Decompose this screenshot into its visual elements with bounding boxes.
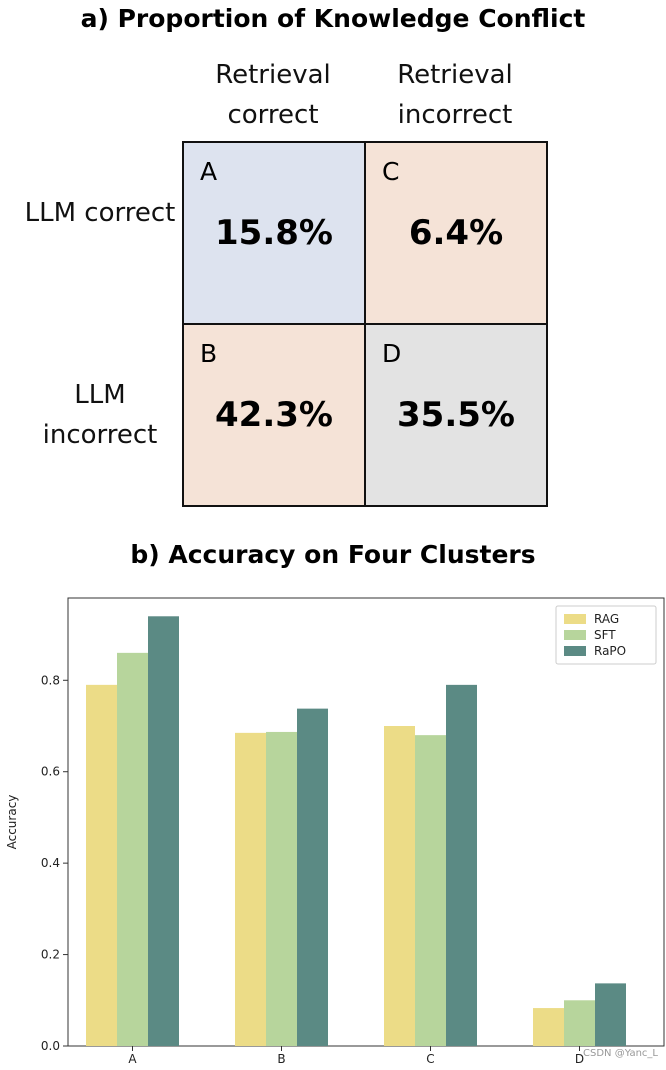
cell-c: C 6.4%	[364, 141, 548, 325]
bar-rapo-a	[148, 616, 179, 1046]
legend-swatch-rag	[564, 614, 586, 624]
cell-d: D 35.5%	[364, 323, 548, 507]
cell-letter: D	[382, 339, 402, 368]
cell-letter: B	[200, 339, 218, 368]
cell-value: 42.3%	[215, 395, 333, 435]
legend-label-sft: SFT	[594, 628, 616, 642]
bar-rag-b	[235, 732, 266, 1046]
col-header-retrieval-correct: Retrieval correct	[215, 60, 331, 130]
x-tick-label: D	[575, 1052, 584, 1066]
plot-frame	[67, 597, 665, 1047]
cell-letter: A	[200, 157, 218, 186]
y-tick-label: 0.4	[41, 856, 60, 870]
y-tick-label: 0.6	[41, 765, 60, 779]
grid-title: a) Proportion of Knowledge Conflict	[80, 4, 586, 33]
legend-label-rag: RAG	[594, 612, 619, 626]
cell-value: 15.8%	[215, 213, 333, 253]
bar-rapo-b	[297, 708, 328, 1046]
row-header-llm-correct: LLM correct	[24, 198, 176, 228]
col-header-retrieval-incorrect: Retrieval incorrect	[397, 60, 513, 130]
chart-title: b) Accuracy on Four Clusters	[130, 540, 536, 569]
cell-b: B 42.3%	[182, 323, 366, 507]
row-header-llm-incorrect: LLM incorrect	[42, 380, 158, 450]
bar-rapo-d	[595, 983, 626, 1046]
bar-sft-c	[415, 735, 446, 1046]
x-tick-label: B	[277, 1052, 285, 1066]
cell-value: 35.5%	[397, 395, 515, 435]
bar-rag-d	[533, 1008, 564, 1046]
bar-chart: 0.0 0.2 0.4 0.6 0.8 Accuracy A B C D RAG SFT RaPO	[5, 597, 665, 1066]
bar-rag-c	[384, 726, 415, 1046]
bar-rag-a	[86, 684, 117, 1046]
y-tick-label: 0.0	[41, 1039, 60, 1053]
cell-value: 6.4%	[408, 213, 504, 253]
legend-swatch-sft	[564, 630, 586, 640]
legend-label-rapo: RaPO	[594, 644, 626, 658]
x-tick-label: C	[426, 1052, 434, 1066]
cell-a: A 15.8%	[182, 141, 366, 325]
bar-sft-a	[117, 652, 148, 1046]
y-axis-label: Accuracy	[5, 795, 19, 850]
watermark: CSDN @Yanc_L	[583, 1048, 658, 1059]
y-tick-label: 0.8	[41, 673, 60, 687]
cell-letter: C	[382, 157, 400, 186]
bar-sft-b	[266, 731, 297, 1046]
x-tick-label: A	[128, 1052, 137, 1066]
bar-sft-d	[564, 1000, 595, 1046]
legend-swatch-rapo	[564, 646, 586, 656]
bar-rapo-c	[446, 684, 477, 1046]
y-tick-label: 0.2	[41, 948, 60, 962]
